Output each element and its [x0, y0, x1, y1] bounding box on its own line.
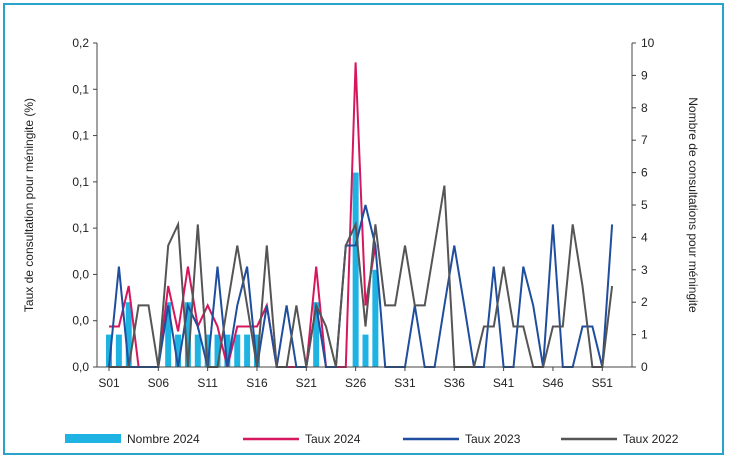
chart-svg: 0,0 0,0 0,0 0,1 0,1 0,1 0,1 0,2 0 1 2 3 4 5 6 7 8 9 10 S01 S… — [22, 36, 700, 446]
y-right-tick-label: 5 — [641, 198, 648, 212]
y-left-axis-label: Taux de consultation pour méningite (%) — [22, 98, 36, 312]
x-tick-label: S11 — [197, 376, 218, 390]
bar — [165, 302, 172, 367]
y-left-tick-label: 0,1 — [72, 129, 89, 143]
y-left-tick-label: 0,1 — [72, 82, 89, 96]
y-right-tick-label: 0 — [641, 360, 648, 374]
axes-group — [93, 42, 636, 371]
y-right-tick-label: 4 — [641, 230, 648, 244]
y-right-tick-label: 9 — [641, 68, 648, 82]
bar — [125, 302, 132, 367]
y-left-tick-label: 0,1 — [72, 175, 89, 189]
y-right-tick-label: 2 — [641, 295, 648, 309]
x-tick-label: S06 — [148, 376, 170, 390]
y-left-tick-label: 0,2 — [72, 36, 89, 50]
bar-series-nombre-2024 — [106, 172, 379, 367]
series-line-taux-2022 — [109, 185, 614, 368]
bar — [234, 334, 241, 367]
bar — [313, 302, 320, 367]
y-right-tick-label: 6 — [641, 166, 648, 180]
bar — [362, 334, 369, 367]
bar — [244, 334, 251, 367]
tick-labels-group: 0,0 0,0 0,0 0,1 0,1 0,1 0,1 0,2 0 1 2 3 4 5 6 7 8 9 10 S01 S… — [72, 36, 654, 390]
series-line-taux-2024 — [109, 62, 377, 368]
legend: Nombre 2024 Taux 2024 Taux 2023 Taux 2022 — [65, 432, 679, 446]
x-tick-label: S41 — [493, 376, 515, 390]
bar — [214, 334, 221, 367]
bar — [194, 334, 201, 367]
y-right-tick-label: 10 — [641, 36, 655, 50]
chart-frame: 0,0 0,0 0,0 0,1 0,1 0,1 0,1 0,2 0 1 2 3 4 5 6 7 8 9 10 S01 S… — [3, 3, 724, 455]
legend-label: Taux 2022 — [623, 432, 679, 446]
x-tick-label: S51 — [592, 376, 614, 390]
bar — [204, 334, 211, 367]
x-tick-label: S21 — [296, 376, 318, 390]
legend-label: Taux 2023 — [465, 432, 521, 446]
y-right-tick-label: 7 — [641, 133, 648, 147]
y-right-tick-label: 3 — [641, 263, 648, 277]
y-left-tick-label: 0,1 — [72, 221, 89, 235]
bar — [352, 172, 359, 367]
y-right-tick-label: 8 — [641, 101, 648, 115]
y-left-tick-label: 0,0 — [72, 267, 89, 281]
series-line-taux-2023 — [108, 204, 614, 368]
bar — [115, 334, 122, 367]
bar — [106, 334, 112, 367]
x-tick-label: S46 — [542, 376, 564, 390]
bar — [224, 334, 231, 367]
y-right-tick-label: 1 — [641, 328, 648, 342]
x-tick-label: S31 — [394, 376, 416, 390]
y-right-axis-label: Nombre de consultations pour méningite — [686, 97, 700, 313]
legend-swatch-bar — [65, 434, 121, 443]
x-tick-label: S26 — [345, 376, 367, 390]
y-left-tick-label: 0,0 — [72, 314, 89, 328]
bar — [175, 334, 182, 367]
bar — [253, 334, 260, 367]
line-series-group — [108, 62, 614, 368]
bar — [184, 302, 191, 367]
legend-label: Taux 2024 — [305, 432, 361, 446]
bar — [372, 269, 379, 367]
y-left-tick-label: 0,0 — [72, 360, 89, 374]
x-tick-label: S36 — [444, 376, 466, 390]
x-tick-label: S16 — [246, 376, 268, 390]
legend-label: Nombre 2024 — [127, 432, 200, 446]
x-tick-label: S01 — [98, 376, 120, 390]
